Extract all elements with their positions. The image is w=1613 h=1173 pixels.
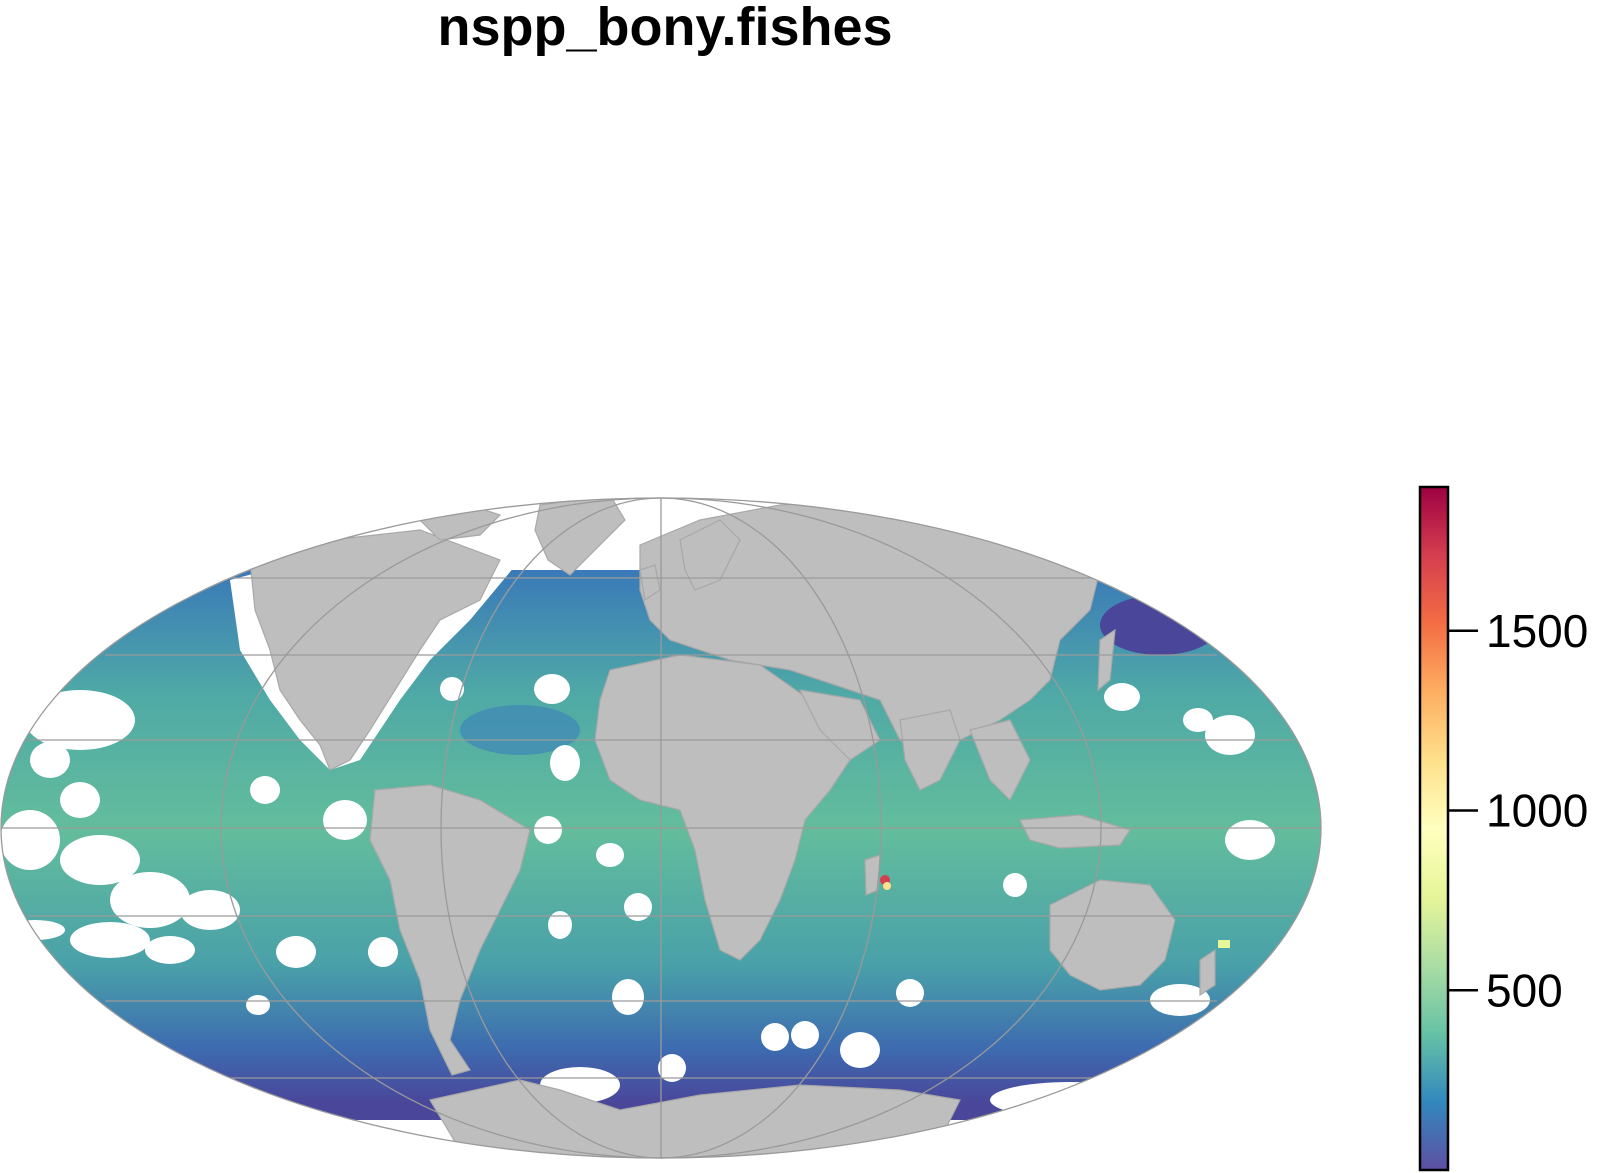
nodata-patches [1, 674, 1275, 1118]
legend-tick-label: 1000 [1486, 785, 1588, 837]
legend-tick-label: 1500 [1486, 605, 1588, 657]
legend-ticks: 500 1000 1500 [1448, 605, 1588, 1016]
legend-tick-label: 500 [1486, 964, 1563, 1016]
graticule [0, 497, 1322, 1159]
map-title: nspp_bony.fishes [437, 0, 893, 57]
legend-colorbar [1418, 485, 1450, 1172]
